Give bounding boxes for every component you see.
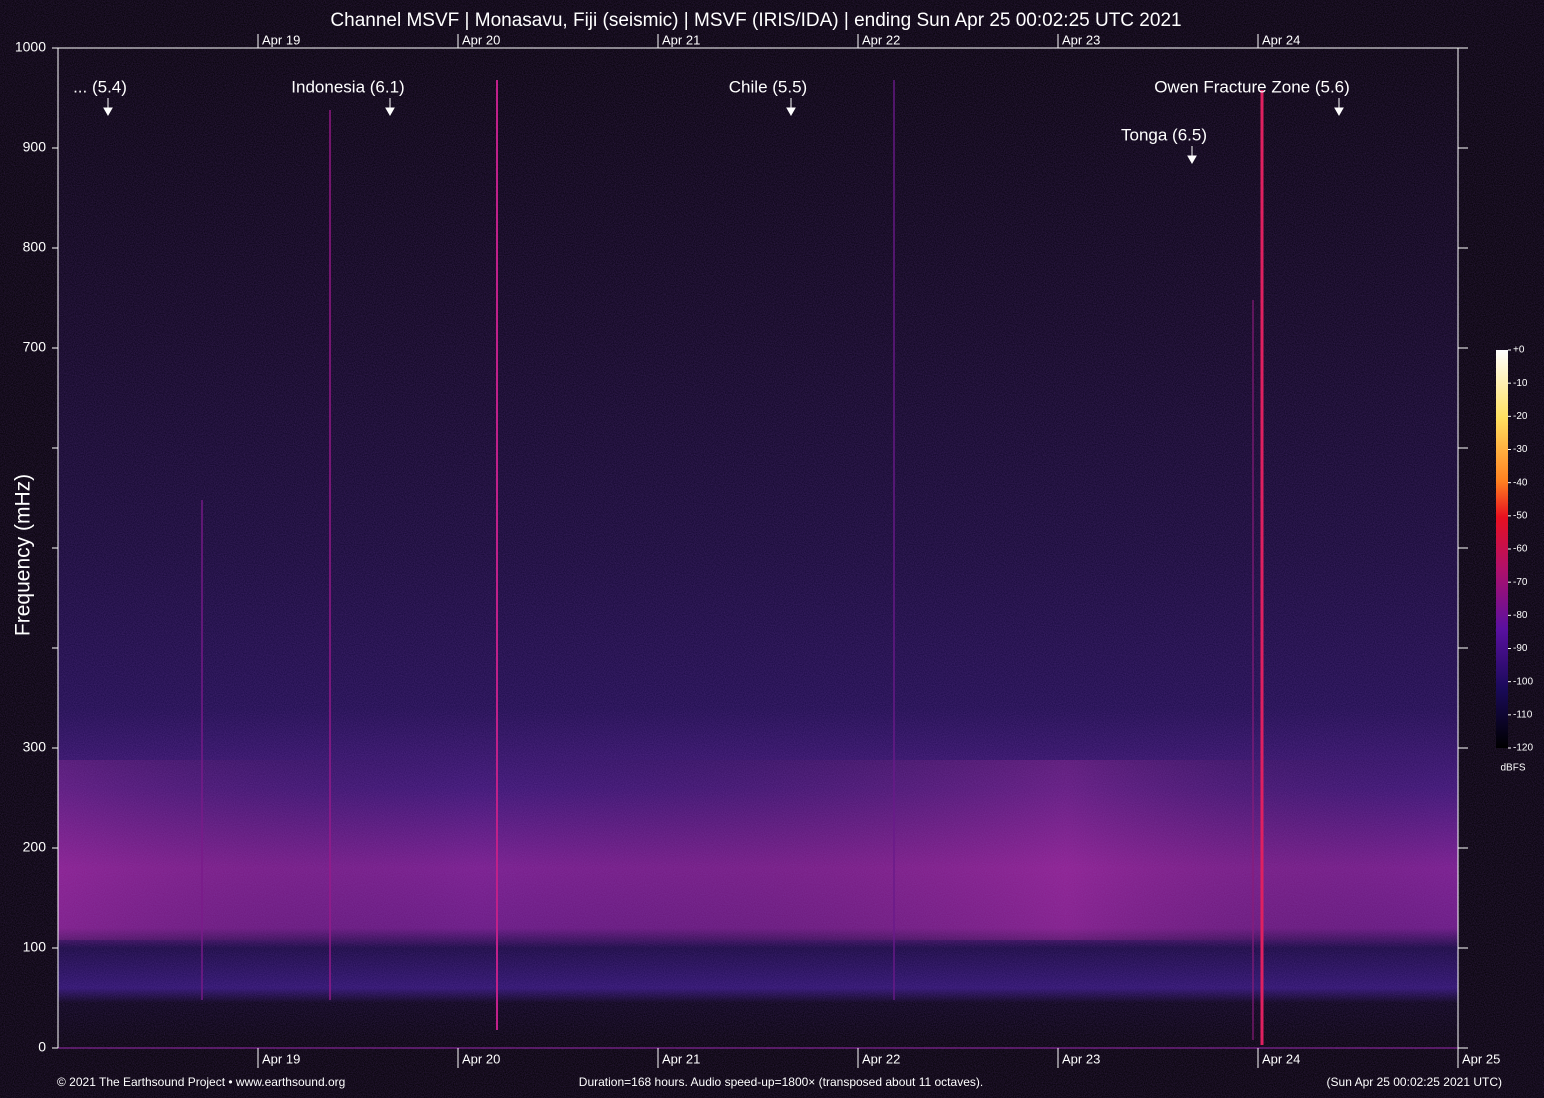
- annotation: Tonga (6.5): [1121, 125, 1207, 144]
- x-tick-label-top: Apr 19: [262, 32, 300, 47]
- chart-title: Channel MSVF | Monasavu, Fiji (seismic) …: [330, 10, 1181, 31]
- x-tick-label-top: Apr 22: [862, 32, 900, 47]
- annotation-arrows: [103, 98, 1344, 165]
- footer-center: Duration=168 hours. Audio speed-up=1800×…: [579, 1075, 983, 1089]
- colorbar-tick-label: -70: [1513, 577, 1528, 588]
- annotation: Indonesia (6.1): [291, 77, 404, 96]
- x-tick-label: Apr 22: [862, 1051, 900, 1066]
- colorbar-tick-label: -20: [1513, 411, 1528, 422]
- colorbar-tick-label: -30: [1513, 444, 1528, 455]
- colorbar-tick-label: -50: [1513, 510, 1528, 521]
- spectrogram: [58, 48, 1458, 1048]
- x-tick-label: Apr 23: [1062, 1051, 1100, 1066]
- colorbar-tick-label: -10: [1513, 378, 1528, 389]
- colorbar-tick-label: -60: [1513, 544, 1528, 555]
- x-tick-label: Apr 21: [662, 1051, 700, 1066]
- x-tick-label: Apr 24: [1262, 1051, 1300, 1066]
- colorbar-label: dBFS: [1500, 763, 1525, 774]
- y-axis-title: Frequency (mHz): [12, 474, 35, 636]
- y-tick-label: 200: [23, 839, 47, 855]
- y-tick-label: 1000: [15, 39, 46, 55]
- colorbar-tick-label: -120: [1513, 743, 1533, 754]
- y-tick-label: 300: [23, 739, 47, 755]
- colorbar-tick-label: +0: [1513, 345, 1525, 356]
- x-tick-label-top: Apr 21: [662, 32, 700, 47]
- y-tick-label: 800: [23, 239, 47, 255]
- footer-right: (Sun Apr 25 00:02:25 2021 UTC): [1327, 1075, 1502, 1089]
- colorbar: [1496, 350, 1508, 748]
- y-tick-label: 100: [23, 939, 47, 955]
- annotations: ... (5.4) Indonesia (6.1) Chile (5.5) Ow…: [73, 77, 1350, 165]
- y-tick-label: 0: [38, 1039, 46, 1055]
- x-tick-label-top: Apr 23: [1062, 32, 1100, 47]
- colorbar-tick-label: -110: [1513, 709, 1533, 720]
- x-tick-label: Apr 25: [1462, 1051, 1500, 1066]
- y-tick-label: 700: [23, 339, 47, 355]
- annotation: Chile (5.5): [729, 77, 807, 96]
- y-tick-label: 900: [23, 139, 47, 155]
- x-tick-label: Apr 20: [462, 1051, 500, 1066]
- x-tick-label-top: Apr 24: [1262, 32, 1300, 47]
- colorbar-tick-label: -40: [1513, 477, 1528, 488]
- annotation: Owen Fracture Zone (5.6): [1154, 77, 1350, 96]
- colorbar-tick-label: -80: [1513, 610, 1528, 621]
- annotation: ... (5.4): [73, 77, 127, 96]
- footer-left: © 2021 The Earthsound Project • www.eart…: [57, 1075, 345, 1089]
- colorbar-tick-label: -100: [1513, 676, 1533, 687]
- x-tick-label-top: Apr 20: [462, 32, 500, 47]
- colorbar-tick-label: -90: [1513, 643, 1528, 654]
- x-tick-label: Apr 19: [262, 1051, 300, 1066]
